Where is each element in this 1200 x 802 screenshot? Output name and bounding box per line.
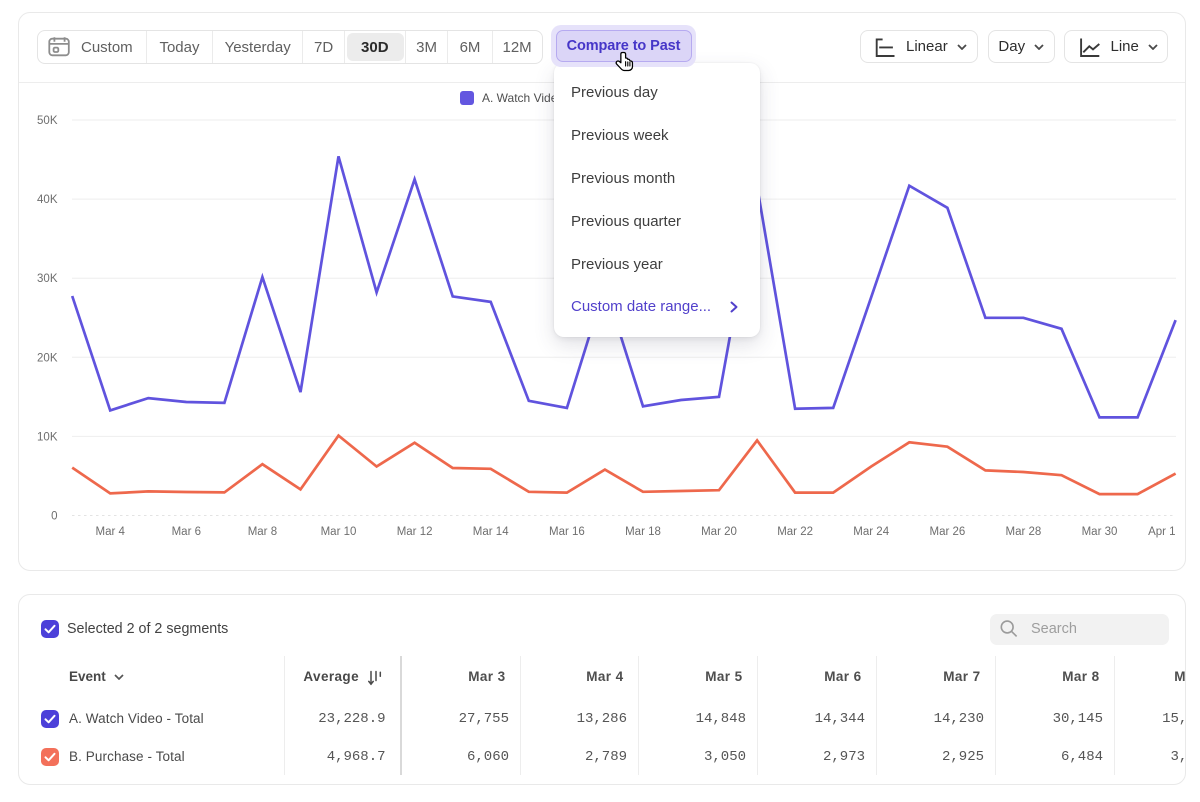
svg-text:Mar 12: Mar 12 <box>397 526 433 538</box>
svg-text:Mar 6: Mar 6 <box>172 526 201 538</box>
svg-text:Mar 14: Mar 14 <box>473 526 509 538</box>
svg-text:Mar 28: Mar 28 <box>1006 526 1042 538</box>
svg-text:Mar 30: Mar 30 <box>1082 526 1118 538</box>
svg-text:Mar 10: Mar 10 <box>321 526 357 538</box>
svg-text:50K: 50K <box>37 115 58 127</box>
svg-text:Mar 4: Mar 4 <box>95 526 125 538</box>
svg-text:Mar 8: Mar 8 <box>248 526 277 538</box>
svg-text:Mar 18: Mar 18 <box>625 526 661 538</box>
svg-text:Mar 24: Mar 24 <box>853 526 889 538</box>
svg-text:40K: 40K <box>37 194 58 206</box>
svg-text:Mar 16: Mar 16 <box>549 526 585 538</box>
svg-text:Mar 20: Mar 20 <box>701 526 737 538</box>
svg-text:10K: 10K <box>37 431 58 443</box>
svg-text:Apr 1: Apr 1 <box>1148 526 1176 538</box>
svg-text:20K: 20K <box>37 352 58 364</box>
svg-text:Mar 26: Mar 26 <box>930 526 966 538</box>
svg-text:30K: 30K <box>37 273 58 285</box>
svg-text:0: 0 <box>51 511 57 523</box>
svg-text:Mar 22: Mar 22 <box>777 526 813 538</box>
